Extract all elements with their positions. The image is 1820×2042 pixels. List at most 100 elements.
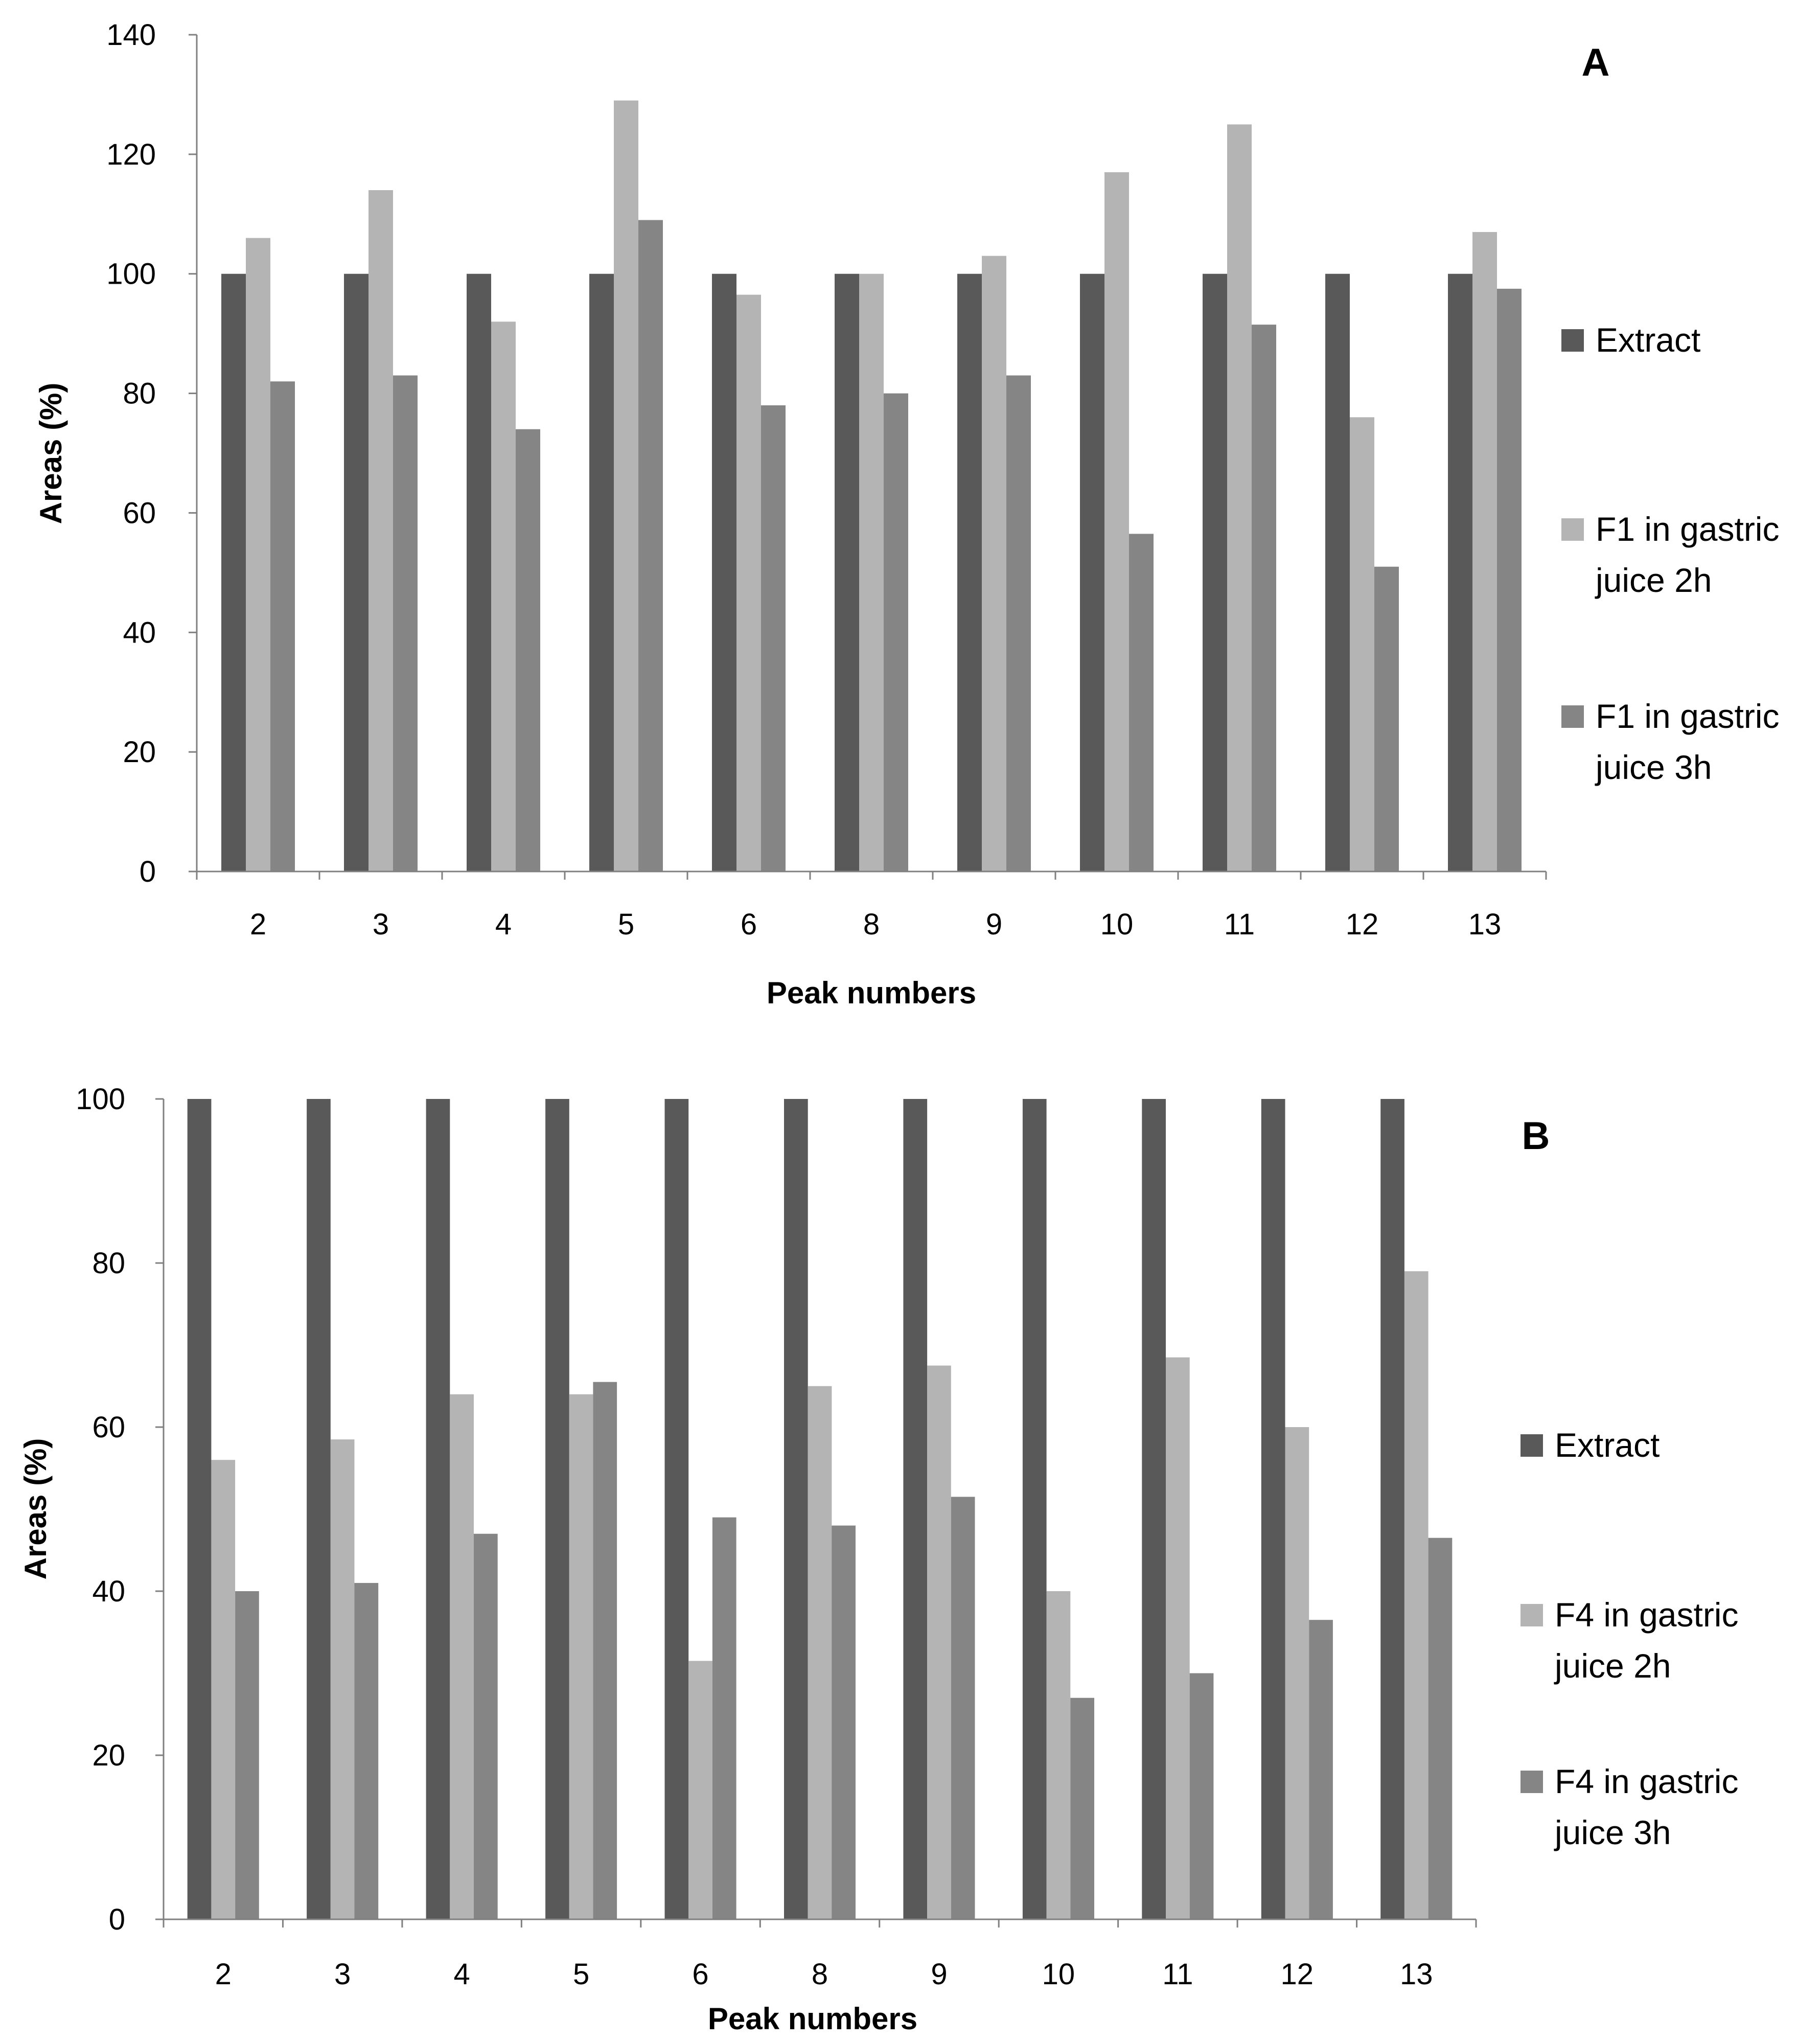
legend-label-3: F1 in gastric: [1596, 697, 1779, 735]
y-tick-label: 0: [140, 855, 156, 888]
bar-series-2-peak-5: [614, 100, 638, 872]
bar-series-3-peak-12: [1374, 566, 1399, 871]
bar-series-1-peak-12: [1325, 273, 1350, 872]
bar-series-1-peak-11: [1142, 1099, 1166, 1919]
bar-series-3-peak-3: [393, 375, 418, 871]
bar-series-1-peak-12: [1261, 1099, 1285, 1919]
bar-series-2-peak-3: [330, 1439, 355, 1919]
x-tick-label: 11: [1162, 1958, 1193, 1991]
legend-swatch-1: [1520, 1434, 1543, 1457]
bar-series-1-peak-11: [1203, 273, 1227, 872]
x-tick-label: 13: [1468, 908, 1502, 941]
bar-series-1-peak-13: [1380, 1099, 1404, 1919]
x-tick-label: 5: [573, 1958, 589, 1991]
bar-series-2-peak-6: [736, 294, 761, 871]
x-tick-label: 12: [1281, 1958, 1314, 1991]
bar-series-1-peak-13: [1448, 273, 1472, 872]
bar-series-1-peak-3: [344, 273, 368, 872]
panel-label: A: [1582, 41, 1610, 84]
bar-series-2-peak-8: [808, 1386, 832, 1920]
bar-series-1-peak-8: [835, 273, 859, 872]
bar-series-3-peak-8: [832, 1525, 856, 1919]
y-tick-label: 40: [123, 616, 156, 649]
x-tick-label: 5: [618, 908, 634, 941]
bar-series-2-peak-12: [1285, 1427, 1309, 1919]
bar-series-1-peak-10: [1022, 1099, 1047, 1919]
legend-label-1: Extract: [1555, 1426, 1660, 1464]
bar-series-1-peak-4: [467, 273, 491, 872]
x-axis-title: Peak numbers: [767, 976, 976, 1010]
bar-series-3-peak-5: [638, 220, 663, 871]
x-tick-label: 8: [812, 1958, 828, 1991]
bar-series-2-peak-10: [1046, 1591, 1071, 1919]
chart-b: 0 20 40 60 80 100 2 3 4 5 6 8 9 10 11 12 13 Peak numbers A…: [18, 1083, 1738, 2036]
legend-label-3: juice 3h: [1554, 1814, 1671, 1851]
bar-series-1-peak-3: [307, 1099, 331, 1919]
bar-series-3-peak-10: [1070, 1697, 1094, 1919]
bar-series-1-peak-2: [187, 1099, 212, 1919]
bar-series-3-peak-9: [951, 1497, 975, 1919]
x-tick-label: 6: [741, 908, 757, 941]
bar-series-3-peak-4: [474, 1533, 498, 1919]
bar-series-3-peak-5: [593, 1382, 617, 1919]
bar-series-2-peak-10: [1104, 172, 1129, 871]
y-axis-title: Areas (%): [34, 383, 68, 524]
x-tick-label: 9: [931, 1958, 947, 1991]
bar-series-2-peak-8: [859, 273, 884, 872]
legend-label-2: juice 2h: [1595, 561, 1712, 599]
bar-series-3-peak-2: [235, 1591, 259, 1919]
bar-series-2-peak-4: [491, 322, 516, 871]
y-tick-label: 20: [92, 1739, 125, 1772]
bar-series-1-peak-6: [664, 1099, 689, 1919]
bar-series-3-peak-13: [1497, 288, 1522, 871]
legend-label-2: F4 in gastric: [1555, 1596, 1738, 1634]
y-tick-label: 60: [92, 1411, 125, 1444]
x-tick-label: 4: [495, 908, 512, 941]
bar-series-2-peak-11: [1166, 1357, 1190, 1919]
x-tick-label: 2: [250, 908, 266, 941]
x-tick-label: 3: [373, 908, 389, 941]
y-tick-label: 100: [106, 258, 156, 291]
bar-series-2-peak-4: [450, 1394, 474, 1919]
legend-label-2: F1 in gastric: [1596, 510, 1779, 548]
panel-label: B: [1522, 1114, 1550, 1158]
y-tick-label: 60: [123, 496, 156, 530]
bar-series-3-peak-6: [761, 405, 786, 871]
bar-series-2-peak-9: [982, 256, 1006, 872]
legend-label-1: Extract: [1596, 321, 1700, 359]
y-tick-label: 100: [76, 1083, 125, 1116]
x-tick-label: 6: [692, 1958, 708, 1991]
bar-series-3-peak-3: [354, 1582, 379, 1919]
bar-series-1-peak-4: [426, 1099, 450, 1919]
y-tick-label: 20: [123, 736, 156, 769]
bar-series-3-peak-13: [1428, 1538, 1453, 1919]
bar-series-3-peak-9: [1006, 375, 1031, 871]
bar-series-1-peak-5: [589, 273, 614, 872]
x-tick-label: 10: [1042, 1958, 1075, 1991]
bar-series-3-peak-8: [884, 393, 908, 871]
x-tick-label: 8: [863, 908, 880, 941]
bar-series-1-peak-9: [957, 273, 982, 872]
x-tick-label: 3: [334, 1958, 351, 1991]
y-tick-label: 40: [92, 1575, 125, 1608]
bar-series-1-peak-5: [545, 1099, 569, 1919]
bar-series-3-peak-10: [1129, 534, 1154, 871]
bar-series-3-peak-4: [516, 429, 540, 871]
bar-series-1-peak-6: [712, 273, 736, 872]
x-tick-label: 12: [1346, 908, 1379, 941]
chart-a: 0 20 40 60 80 100 120 140 2 3 4 5 6 8 9 10 11 12 13 Peak nu…: [34, 18, 1779, 1010]
x-axis-title: Peak numbers: [708, 2002, 917, 2036]
bar-series-2-peak-2: [211, 1460, 236, 1919]
y-tick-label: 120: [106, 138, 156, 171]
y-tick-label: 0: [109, 1903, 125, 1936]
bar-series-3-peak-12: [1309, 1620, 1333, 1919]
x-tick-label: 10: [1100, 908, 1134, 941]
bar-series-3-peak-6: [712, 1517, 736, 1919]
legend-swatch-1: [1561, 329, 1584, 352]
legend-swatch-2: [1561, 518, 1584, 541]
y-tick-label: 80: [123, 377, 156, 410]
bar-series-1-peak-8: [784, 1099, 808, 1919]
x-tick-label: 2: [215, 1958, 232, 1991]
legend-swatch-3: [1561, 705, 1584, 728]
bar-series-2-peak-2: [246, 238, 270, 872]
